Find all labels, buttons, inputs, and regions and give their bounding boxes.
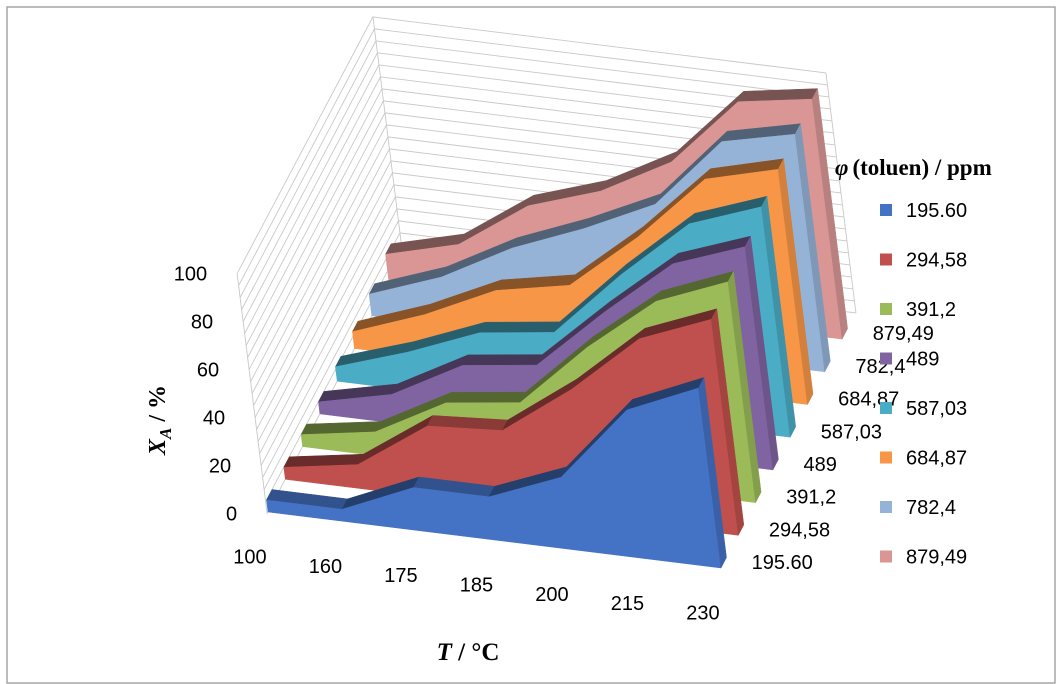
series-end-cap [744,235,779,471]
y-tick-label: 0 [226,504,237,526]
x-tick-label: 230 [686,602,719,624]
x-tick-label: 175 [384,565,417,587]
legend-swatch [880,253,892,266]
series-end-cap [811,87,848,340]
series-end-cap [777,157,814,406]
legend-label: 195.60 [906,200,967,222]
gridline [236,16,826,274]
series-top-segment [462,354,543,366]
depth-tick-label: 195.60 [752,552,813,574]
series-195.60 [266,376,727,569]
y-tick-label: 20 [209,456,231,478]
x-axis-ticks: 100 160 175 185 200 215 230 [233,546,719,624]
legend-title: φ (toluen) / ppm [835,155,992,180]
grid-edge [236,273,268,514]
depth-tick-label: 391,2 [786,487,836,509]
x-tick-label: 100 [233,546,266,568]
legend-swatch [880,550,892,563]
grid-edge [825,72,857,313]
legend: 195.60 294,58 391,2 489 587,03 684,87 782,4 879… [880,200,967,569]
legend-label: 391,2 [906,299,956,321]
depth-tick-label: 879,49 [873,323,934,345]
series-front-face [266,387,722,569]
legend-label: 489 [906,349,939,371]
legend-swatch [880,303,892,315]
legend-label: 684,87 [906,448,967,470]
legend-swatch [880,501,892,513]
x-tick-label: 215 [611,593,644,615]
legend-swatch [880,204,892,216]
depth-tick-label: 489 [803,454,836,476]
legend-label: 879,49 [906,547,967,569]
y-axis-title: XA / % [145,385,175,456]
legend-label: 587,03 [906,398,967,420]
y-tick-label: 80 [191,312,213,334]
series-end-cap [727,270,762,504]
depth-tick-label: 782,4 [855,356,905,378]
series-layer [266,87,848,569]
x-tick-label: 160 [309,556,342,578]
series-end-cap [761,195,796,439]
x-tick-label: 185 [460,574,493,596]
legend-swatch [880,352,892,365]
series-top-segment [445,391,527,404]
y-axis-ticks: 0 20 40 60 80 100 [174,264,237,526]
legend-swatch [880,451,892,464]
y-tick-label: 40 [203,408,225,430]
series-end-cap [698,376,727,569]
legend-label: 294,58 [906,250,967,272]
x-axis-title: T / °C [437,639,500,666]
legend-label: 782,4 [906,497,956,519]
series-end-cap [711,307,745,537]
y-tick-label: 100 [174,264,207,286]
grid-edge [372,16,404,257]
y-tick-label: 60 [197,360,219,382]
depth-axis-ticks: 195.60294,58391,2489587,03684,87782,4879… [752,323,934,574]
series-top-segment [479,321,561,333]
series-end-cap [794,122,831,373]
legend-swatch [880,402,892,414]
depth-tick-label: 587,03 [821,421,882,443]
x-tick-label: 200 [535,584,568,606]
depth-tick-label: 294,58 [769,519,830,541]
